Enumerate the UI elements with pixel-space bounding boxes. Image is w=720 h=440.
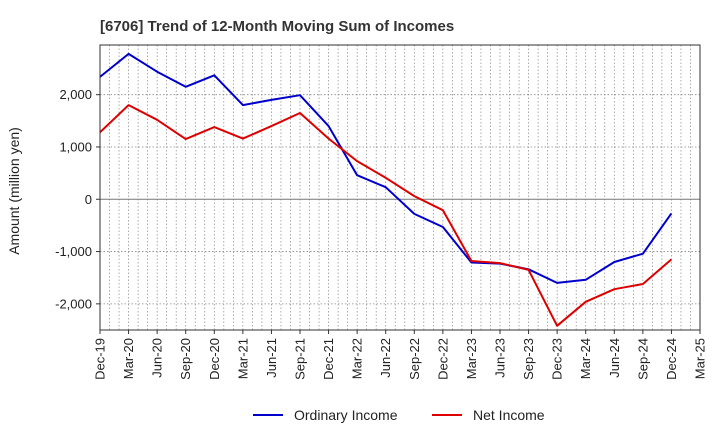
x-tick-label: Sep-23	[521, 338, 536, 380]
y-tick-labels: 2,000 1,000 0 -1,000 -2,000	[55, 87, 100, 311]
x-tick-label: Jun-20	[150, 338, 165, 378]
x-tick-label: Mar-24	[578, 338, 593, 379]
net-income-line	[99, 104, 673, 327]
x-tick-label: Jun-21	[264, 338, 279, 378]
y-tick-label: 0	[85, 192, 92, 207]
x-tick-label: Sep-21	[293, 338, 308, 380]
y-tick-label: -2,000	[55, 296, 92, 311]
x-tick-labels: Dec-19 Mar-20 Jun-20 Sep-20 Dec-20 Mar-21 Jun-…	[93, 330, 708, 380]
x-tick-label: Dec-22	[435, 338, 450, 380]
x-tick-label: Sep-22	[407, 338, 422, 380]
chart-title: [6706] Trend of 12-Month Moving Sum of I…	[100, 18, 454, 35]
x-tick-label: Dec-24	[664, 338, 679, 380]
legend-label: Net Income	[473, 407, 545, 423]
x-tick-label: Mar-21	[235, 338, 250, 379]
x-tick-label: Sep-24	[635, 338, 650, 380]
x-tick-label: Jun-24	[607, 338, 622, 378]
series-lines	[99, 52, 673, 327]
y-axis-label: Amount (million yen)	[6, 127, 22, 255]
x-tick-label: Dec-19	[93, 338, 108, 380]
x-tick-label: Jun-22	[378, 338, 393, 378]
y-tick-label: 1,000	[59, 139, 92, 154]
x-tick-label: Jun-23	[493, 338, 508, 378]
y-tick-label: -1,000	[55, 244, 92, 259]
ordinary-income-line	[99, 52, 673, 284]
plot-frame	[99, 44, 701, 331]
legend: Ordinary Income Net Income	[253, 407, 545, 423]
x-tick-label: Mar-22	[350, 338, 365, 379]
x-tick-label: Mar-23	[464, 338, 479, 379]
x-tick-label: Sep-20	[178, 338, 193, 380]
legend-label: Ordinary Income	[294, 407, 398, 423]
x-tick-label: Dec-23	[550, 338, 565, 380]
x-tick-label: Dec-21	[321, 338, 336, 380]
x-tick-label: Mar-20	[121, 338, 136, 379]
x-tick-label: Dec-20	[207, 338, 222, 380]
x-tick-label: Mar-25	[693, 338, 708, 379]
y-tick-label: 2,000	[59, 87, 92, 102]
